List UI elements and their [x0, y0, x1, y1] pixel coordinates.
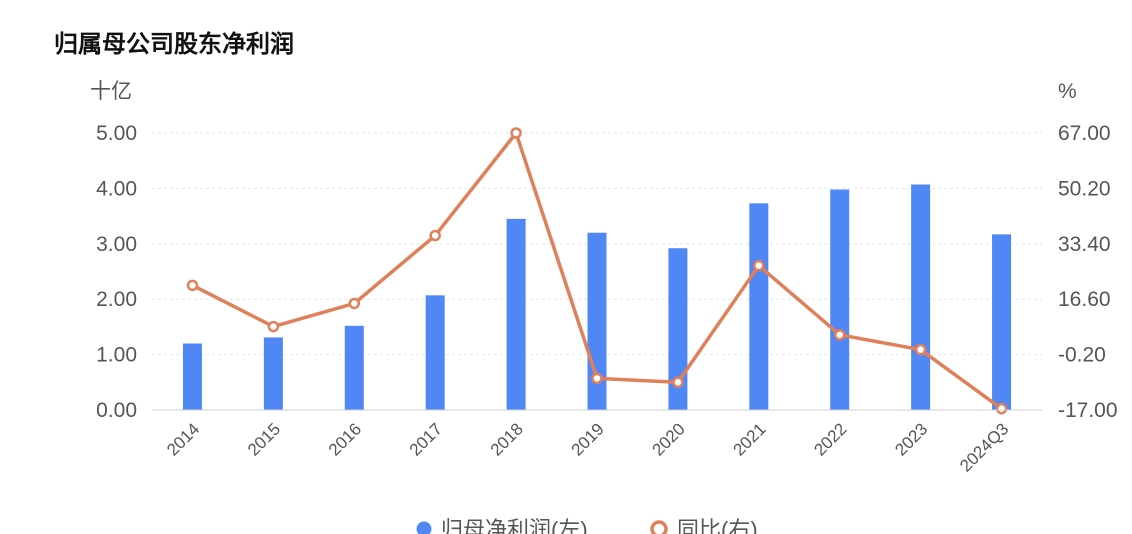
- x-tick-label: 2018: [487, 419, 527, 459]
- line-point: [267, 320, 280, 333]
- bar: [344, 325, 364, 410]
- y-left-tick-label: 0.00: [96, 399, 137, 422]
- bar: [911, 184, 931, 410]
- x-tick-label: 2015: [244, 419, 284, 459]
- y-right-tick-label: 33.40: [1058, 233, 1111, 256]
- chart-title: 归属母公司股东净利润: [54, 30, 294, 58]
- y-left-tick-label: 4.00: [96, 177, 137, 200]
- x-tick-label: 2019: [568, 419, 608, 459]
- line-point: [753, 259, 765, 272]
- legend-label-line: 同比(右): [677, 517, 758, 534]
- line-point: [348, 297, 361, 310]
- line-point: [914, 343, 927, 356]
- y-left-tick-label: 3.00: [96, 233, 137, 256]
- y-right-tick-label: 67.00: [1058, 122, 1111, 145]
- y-right-tick-label: -0.20: [1058, 344, 1106, 367]
- x-tick-label: 2017: [406, 419, 446, 459]
- x-tick-label: 2023: [891, 419, 931, 459]
- y-left-tick-label: 2.00: [96, 288, 137, 311]
- line-point: [186, 279, 199, 292]
- line-point: [510, 127, 522, 139]
- bar-series: [182, 184, 1012, 410]
- y-right-tick-label: 16.60: [1058, 288, 1111, 311]
- legend: 归母净利润(左) 同比(右): [416, 517, 758, 534]
- y-left-tick-label: 1.00: [96, 344, 137, 367]
- bar: [506, 218, 526, 410]
- line-point: [995, 402, 1008, 415]
- y-right-tick-label: -17.00: [1058, 399, 1118, 422]
- legend-marker-line: [650, 520, 668, 534]
- bar: [830, 189, 850, 410]
- y-left-tick-label: 5.00: [96, 122, 137, 145]
- line-point: [672, 376, 684, 389]
- bar: [263, 337, 283, 410]
- x-tick-label: 2014: [163, 419, 203, 459]
- bar: [668, 248, 688, 410]
- bar: [992, 234, 1012, 410]
- line-point: [591, 372, 603, 385]
- legend-label-bar: 归母净利润(左): [441, 517, 588, 534]
- x-tick-label: 2024Q3: [956, 419, 1012, 475]
- line-point: [833, 329, 846, 341]
- legend-marker-bar: [416, 521, 432, 534]
- y-right-unit: %: [1058, 80, 1077, 103]
- y-left-unit: 十亿: [90, 80, 132, 103]
- bar: [182, 343, 202, 410]
- x-tick-label: 2022: [810, 419, 850, 459]
- line-point: [429, 229, 441, 242]
- x-tick-label: 2016: [325, 419, 365, 459]
- bar: [425, 295, 445, 410]
- bar: [749, 203, 769, 410]
- x-tick-label: 2020: [649, 419, 689, 459]
- y-right-tick-label: 50.20: [1058, 177, 1111, 200]
- line-series: [186, 127, 1008, 415]
- x-tick-label: 2021: [729, 419, 769, 459]
